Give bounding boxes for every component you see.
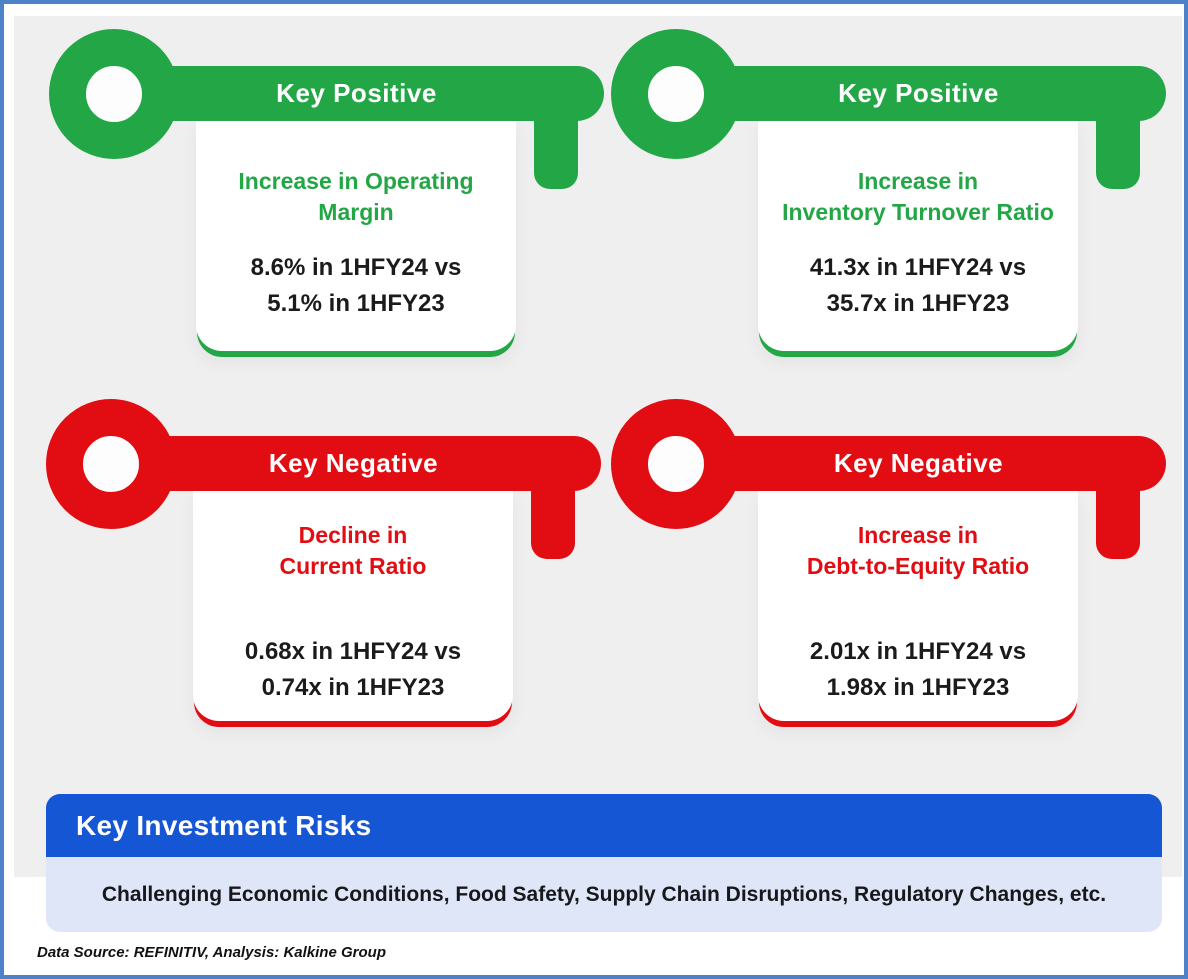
metric-values: 8.6% in 1HFY24 vs 5.1% in 1HFY23 <box>204 250 508 322</box>
metric-title: Decline in Current Ratio <box>201 520 505 582</box>
metric-title-line2: Debt-to-Equity Ratio <box>806 553 1030 579</box>
key-positive-inventory-turnover: Key Positive Increase in Inventory Turno… <box>611 29 1184 379</box>
metric-value-prior: 5.1% in 1HFY23 <box>267 290 445 317</box>
metric-title-line1: Increase in <box>857 168 979 194</box>
risks-panel-text: Challenging Economic Conditions, Food Sa… <box>101 882 1107 906</box>
key-bar: Key Positive <box>671 66 1166 121</box>
metric-title-line1: Increase in <box>857 522 979 548</box>
risks-banner-title: Key Investment Risks <box>76 809 372 841</box>
metric-values: 41.3x in 1HFY24 vs 35.7x in 1HFY23 <box>766 250 1070 322</box>
metric-title-line2: Current Ratio <box>279 553 427 579</box>
key-negative-current-ratio: Key Negative Decline in Current Ratio 0.… <box>46 399 646 749</box>
metric-title-line1: Decline in <box>298 522 408 548</box>
metric-title: Increase in Inventory Turnover Ratio <box>766 166 1070 228</box>
metric-title: Increase in Debt-to-Equity Ratio <box>766 520 1070 582</box>
metric-value-current: 2.01x in 1HFY24 vs <box>809 638 1027 665</box>
key-bar: Key Negative <box>671 436 1166 491</box>
metric-value-current: 41.3x in 1HFY24 vs <box>809 254 1027 281</box>
metric-values: 2.01x in 1HFY24 vs 1.98x in 1HFY23 <box>766 634 1070 706</box>
metric-card: Increase in Inventory Turnover Ratio 41.… <box>758 114 1078 351</box>
metric-title: Increase in Operating Margin <box>204 166 508 228</box>
metric-values: 0.68x in 1HFY24 vs 0.74x in 1HFY23 <box>201 634 505 706</box>
metric-value-prior: 1.98x in 1HFY23 <box>826 674 1010 701</box>
metric-card: Increase in Debt-to-Equity Ratio 2.01x i… <box>758 484 1078 721</box>
key-header-label: Key Positive <box>838 78 999 108</box>
key-bar: Key Positive <box>109 66 604 121</box>
risks-banner: Key Investment Risks <box>46 794 1162 857</box>
key-ring-icon <box>46 399 176 529</box>
metric-card: Decline in Current Ratio 0.68x in 1HFY24… <box>193 484 513 721</box>
key-ring-icon <box>611 399 741 529</box>
key-bar: Key Negative <box>106 436 601 491</box>
metric-value-current: 8.6% in 1HFY24 vs <box>250 254 462 281</box>
key-positive-operating-margin: Key Positive Increase in Operating Margi… <box>49 29 649 379</box>
metric-title-line1: Increase in Operating <box>238 168 474 194</box>
metric-card: Increase in Operating Margin 8.6% in 1HF… <box>196 114 516 351</box>
data-source-note: Data Source: REFINITIV, Analysis: Kalkin… <box>37 944 386 961</box>
key-ring-icon <box>611 29 741 159</box>
metric-value-current: 0.68x in 1HFY24 vs <box>244 638 462 665</box>
metric-value-prior: 0.74x in 1HFY23 <box>261 674 445 701</box>
metric-value-prior: 35.7x in 1HFY23 <box>826 290 1010 317</box>
key-header-label: Key Negative <box>833 448 1004 478</box>
key-ring-icon <box>49 29 179 159</box>
metric-title-line2: Inventory Turnover Ratio <box>782 199 1054 225</box>
metric-title-line2: Margin <box>318 199 394 225</box>
key-negative-debt-to-equity: Key Negative Increase in Debt-to-Equity … <box>611 399 1184 749</box>
key-header-label: Key Positive <box>276 78 437 108</box>
key-header-label: Key Negative <box>268 448 439 478</box>
risks-panel: Challenging Economic Conditions, Food Sa… <box>46 857 1162 932</box>
